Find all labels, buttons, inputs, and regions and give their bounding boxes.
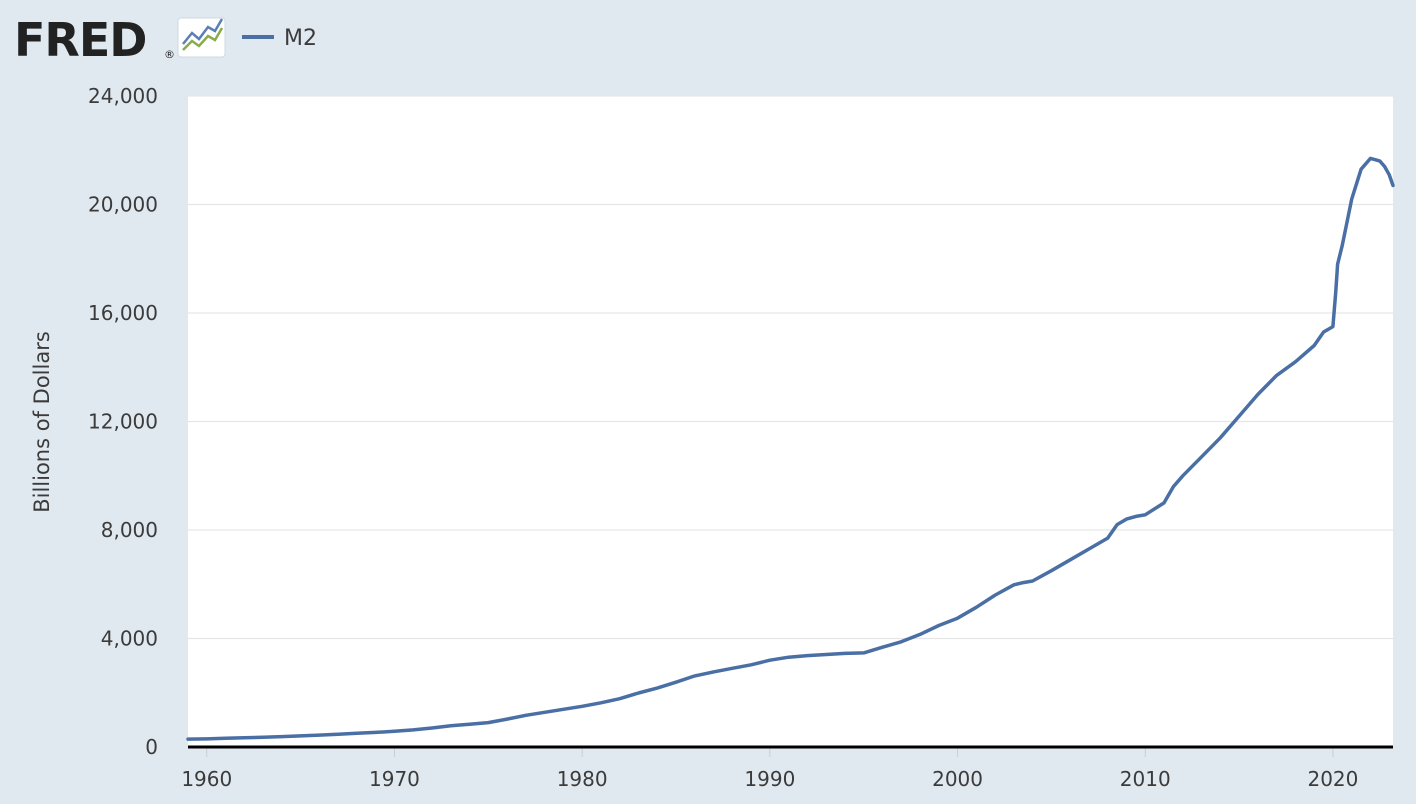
logo-text: FRED xyxy=(14,13,146,67)
y-tick-label: 8,000 xyxy=(101,518,158,542)
logo-blue-line xyxy=(182,18,224,45)
series-line-m2[interactable] xyxy=(186,156,1395,741)
x-axis-ticks: 1960 1970 1980 1990 2000 2010 2020 xyxy=(181,747,1358,791)
logo-green-line xyxy=(182,27,224,51)
logo-registered-mark: ® xyxy=(164,48,175,61)
x-tick-label: 1980 xyxy=(557,767,608,791)
grid-layer xyxy=(188,95,1393,640)
fred-logo[interactable]: FRED ® xyxy=(14,13,226,67)
y-axis-title: Billions of Dollars xyxy=(30,331,54,513)
y-axis-ticks: 0 4,000 8,000 12,000 16,000 20,000 24,000 xyxy=(88,84,158,759)
y-tick-label: 0 xyxy=(145,735,158,759)
series-layer xyxy=(186,156,1395,741)
y-tick-label: 24,000 xyxy=(88,84,158,108)
x-tick-label: 2000 xyxy=(932,767,983,791)
logo-chart-icon xyxy=(177,17,226,58)
legend: M2 xyxy=(242,26,317,51)
y-tick-label: 20,000 xyxy=(88,193,158,217)
legend-label: M2 xyxy=(284,26,317,51)
y-tick-label: 4,000 xyxy=(101,627,158,651)
x-tick-label: 1960 xyxy=(181,767,232,791)
x-tick-label: 2020 xyxy=(1307,767,1358,791)
x-tick-label: 1970 xyxy=(369,767,420,791)
y-tick-label: 16,000 xyxy=(88,301,158,325)
x-tick-label: 1990 xyxy=(744,767,795,791)
y-tick-label: 12,000 xyxy=(88,410,158,434)
x-tick-label: 2010 xyxy=(1120,767,1171,791)
